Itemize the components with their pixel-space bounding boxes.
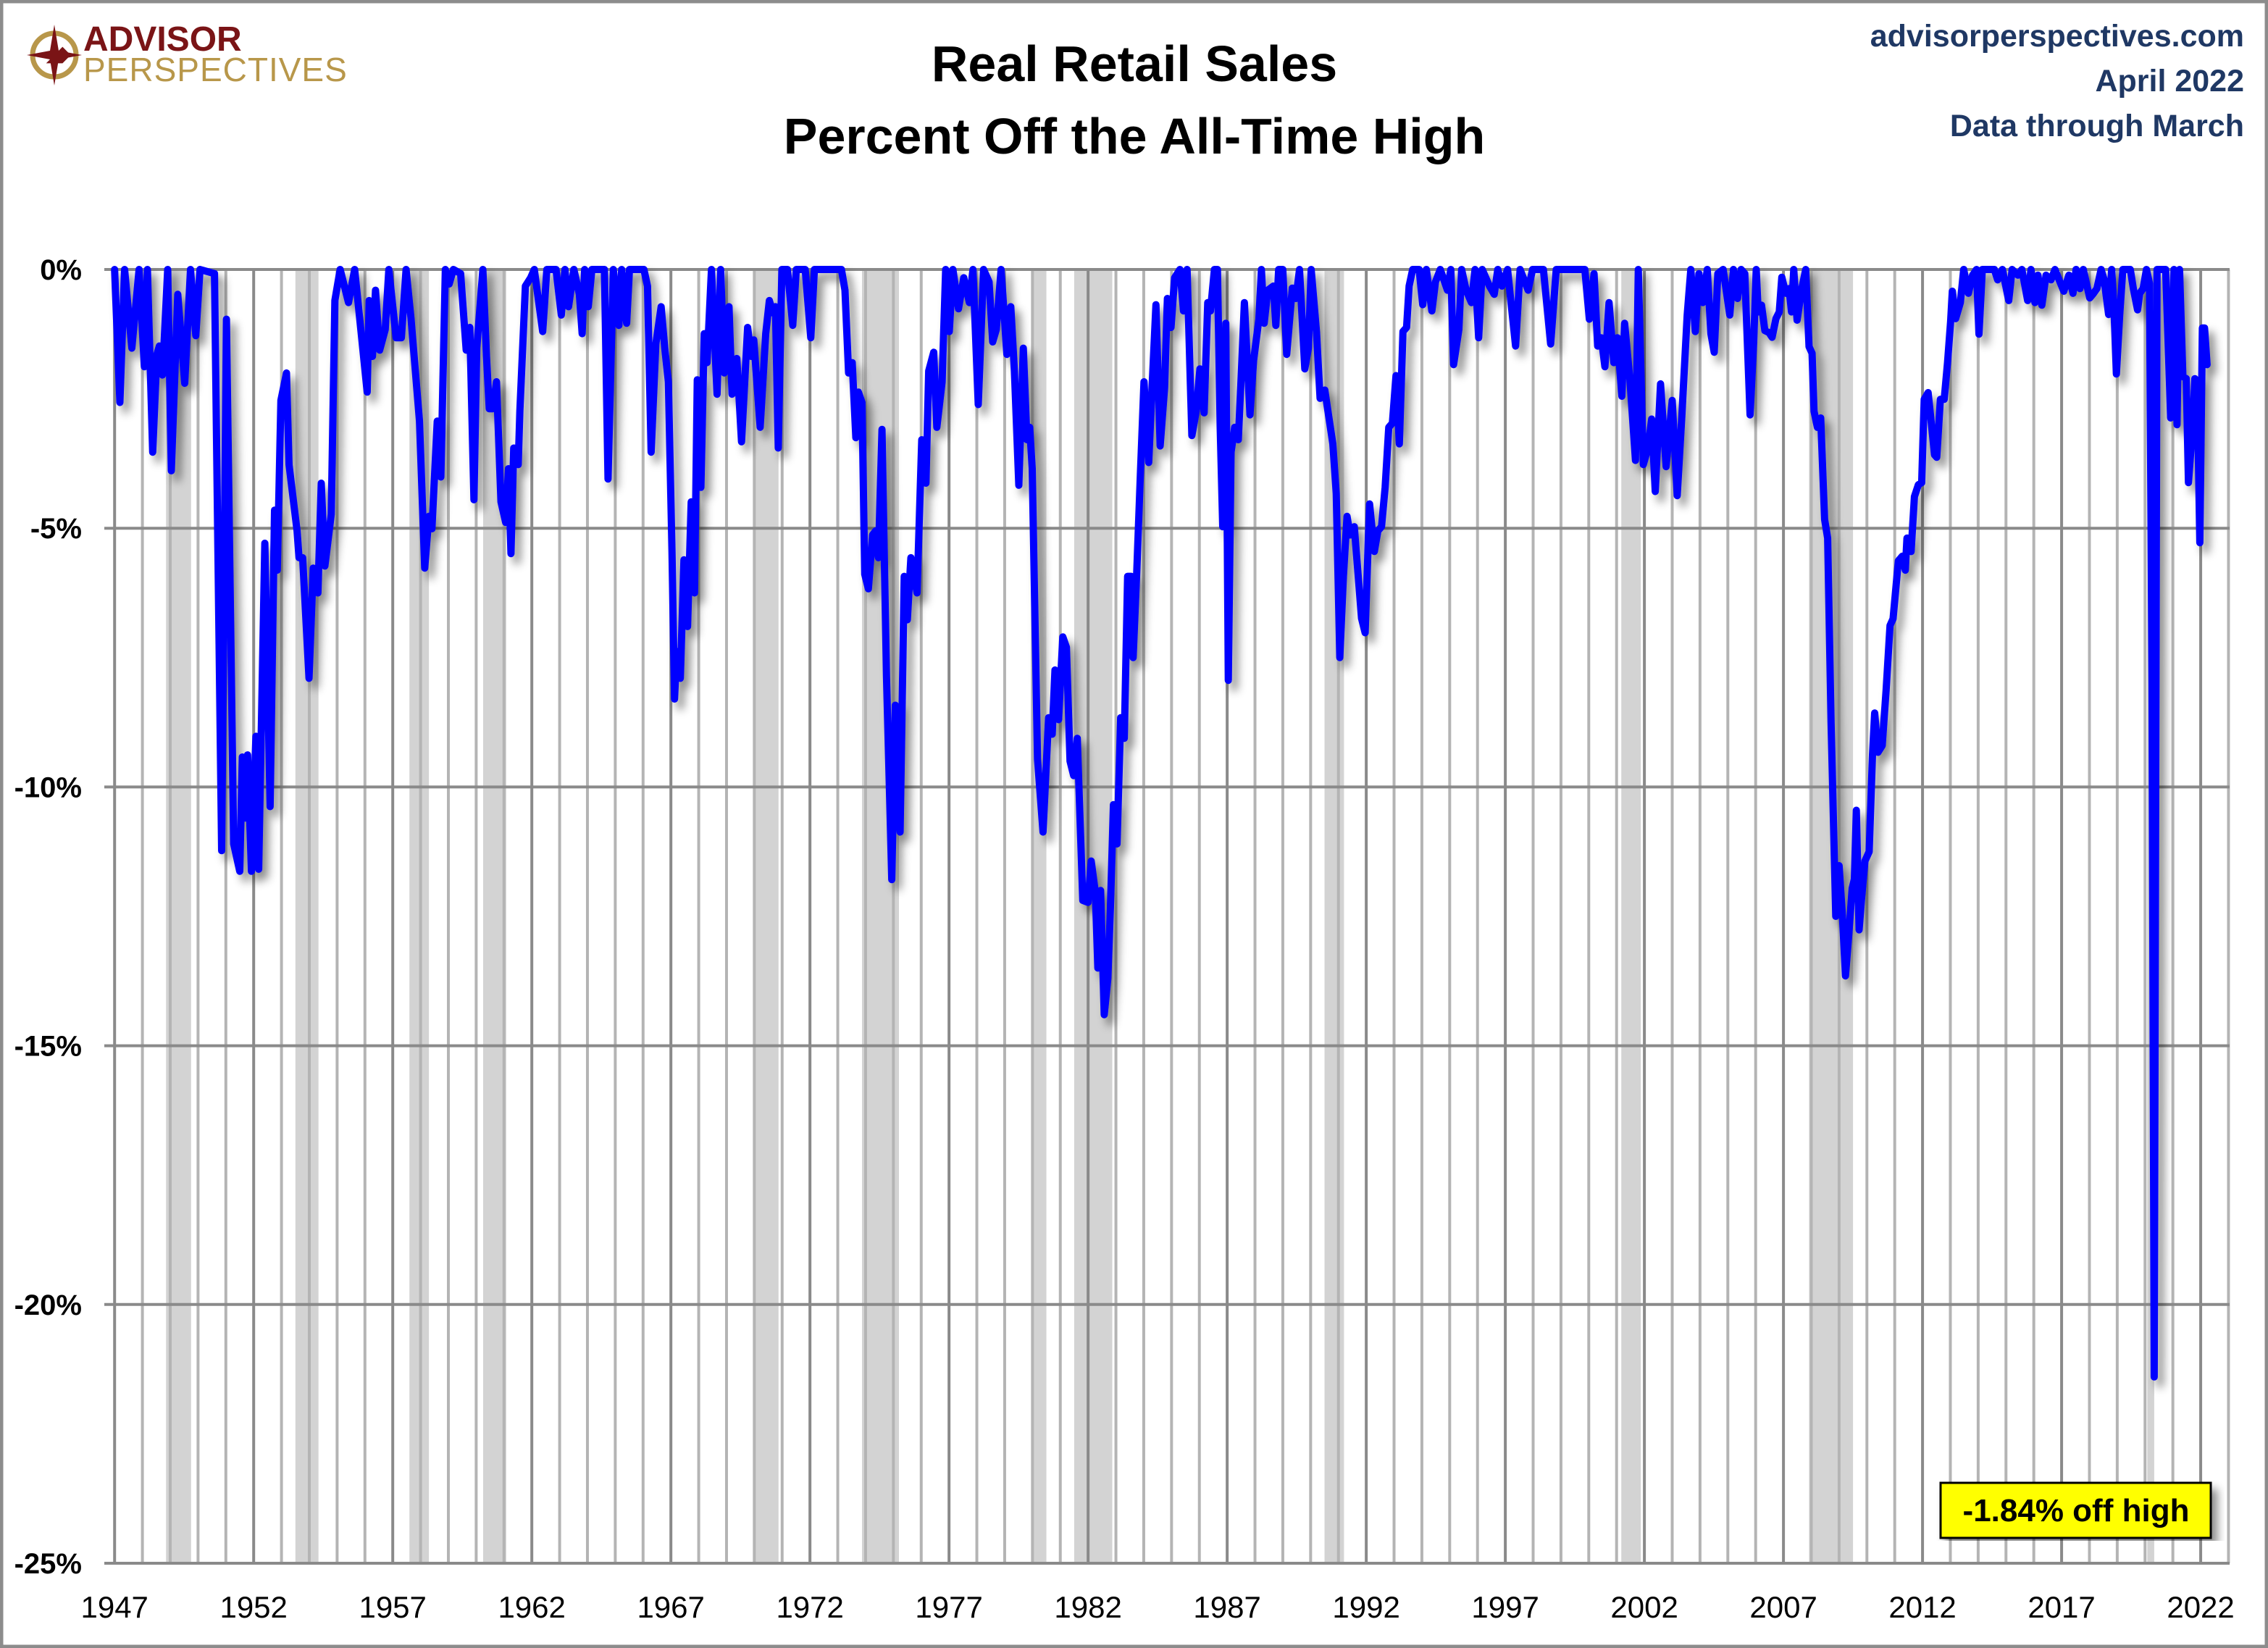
recession-band	[753, 269, 779, 1563]
logo-text-advisor: ADVISOR	[83, 20, 242, 59]
series-line	[111, 266, 2211, 1381]
x-tick-label: 1957	[359, 1590, 426, 1624]
x-tick-label: 1982	[1054, 1590, 1121, 1624]
chart-title: Real Retail Sales	[932, 35, 1337, 92]
x-tick-label: 1962	[498, 1590, 565, 1624]
logo-text-perspectives: PERSPECTIVES	[83, 51, 348, 88]
x-tick-label: 2007	[1749, 1590, 1817, 1624]
x-tick-label: 2022	[2167, 1590, 2234, 1624]
x-tick-label: 1972	[776, 1590, 843, 1624]
y-tick-label: -20%	[14, 1289, 82, 1321]
y-tick-label: 0%	[40, 254, 82, 286]
chart-subtitle: Percent Off the All-Time High	[784, 108, 1485, 164]
recession-band	[1621, 269, 1641, 1563]
y-tick-label: -25%	[14, 1548, 82, 1580]
annotation-box	[1939, 1481, 2212, 1539]
x-axis-tick-labels: 1947 1952 1957 1962 1967 1972 1977 1982 1987 1992…	[80, 1590, 2234, 1624]
x-tick-label: 2002	[1610, 1590, 1678, 1624]
annotation-text: -1.84% off high	[1963, 1493, 2190, 1528]
x-tick-label: 1992	[1332, 1590, 1399, 1624]
recession-band	[295, 269, 319, 1563]
x-tick-label: 2012	[1888, 1590, 1956, 1624]
x-tick-label: 1952	[219, 1590, 287, 1624]
horizontal-gridlines	[104, 268, 2230, 1565]
x-tick-label: 1987	[1193, 1590, 1260, 1624]
y-tick-label: -5%	[30, 513, 82, 545]
recession-band	[1809, 269, 1854, 1563]
publish-date: April 2022	[2095, 64, 2244, 99]
compass-star-icon	[27, 25, 82, 85]
advisor-perspectives-logo: ADVISOR PERSPECTIVES	[27, 20, 348, 88]
x-tick-label: 1947	[80, 1590, 148, 1624]
y-tick-label: -10%	[14, 771, 82, 803]
x-tick-label: 1997	[1471, 1590, 1539, 1624]
y-tick-label: -15%	[14, 1031, 82, 1063]
x-tick-label: 2017	[2028, 1590, 2095, 1624]
data-through: Data through March	[1950, 109, 2244, 143]
y-axis-tick-labels: 0% -5% -10% -15% -20% -25%	[14, 254, 82, 1580]
x-tick-label: 1967	[637, 1590, 704, 1624]
x-tick-label: 1977	[915, 1590, 982, 1624]
source-site: advisorperspectives.com	[1870, 19, 2244, 54]
